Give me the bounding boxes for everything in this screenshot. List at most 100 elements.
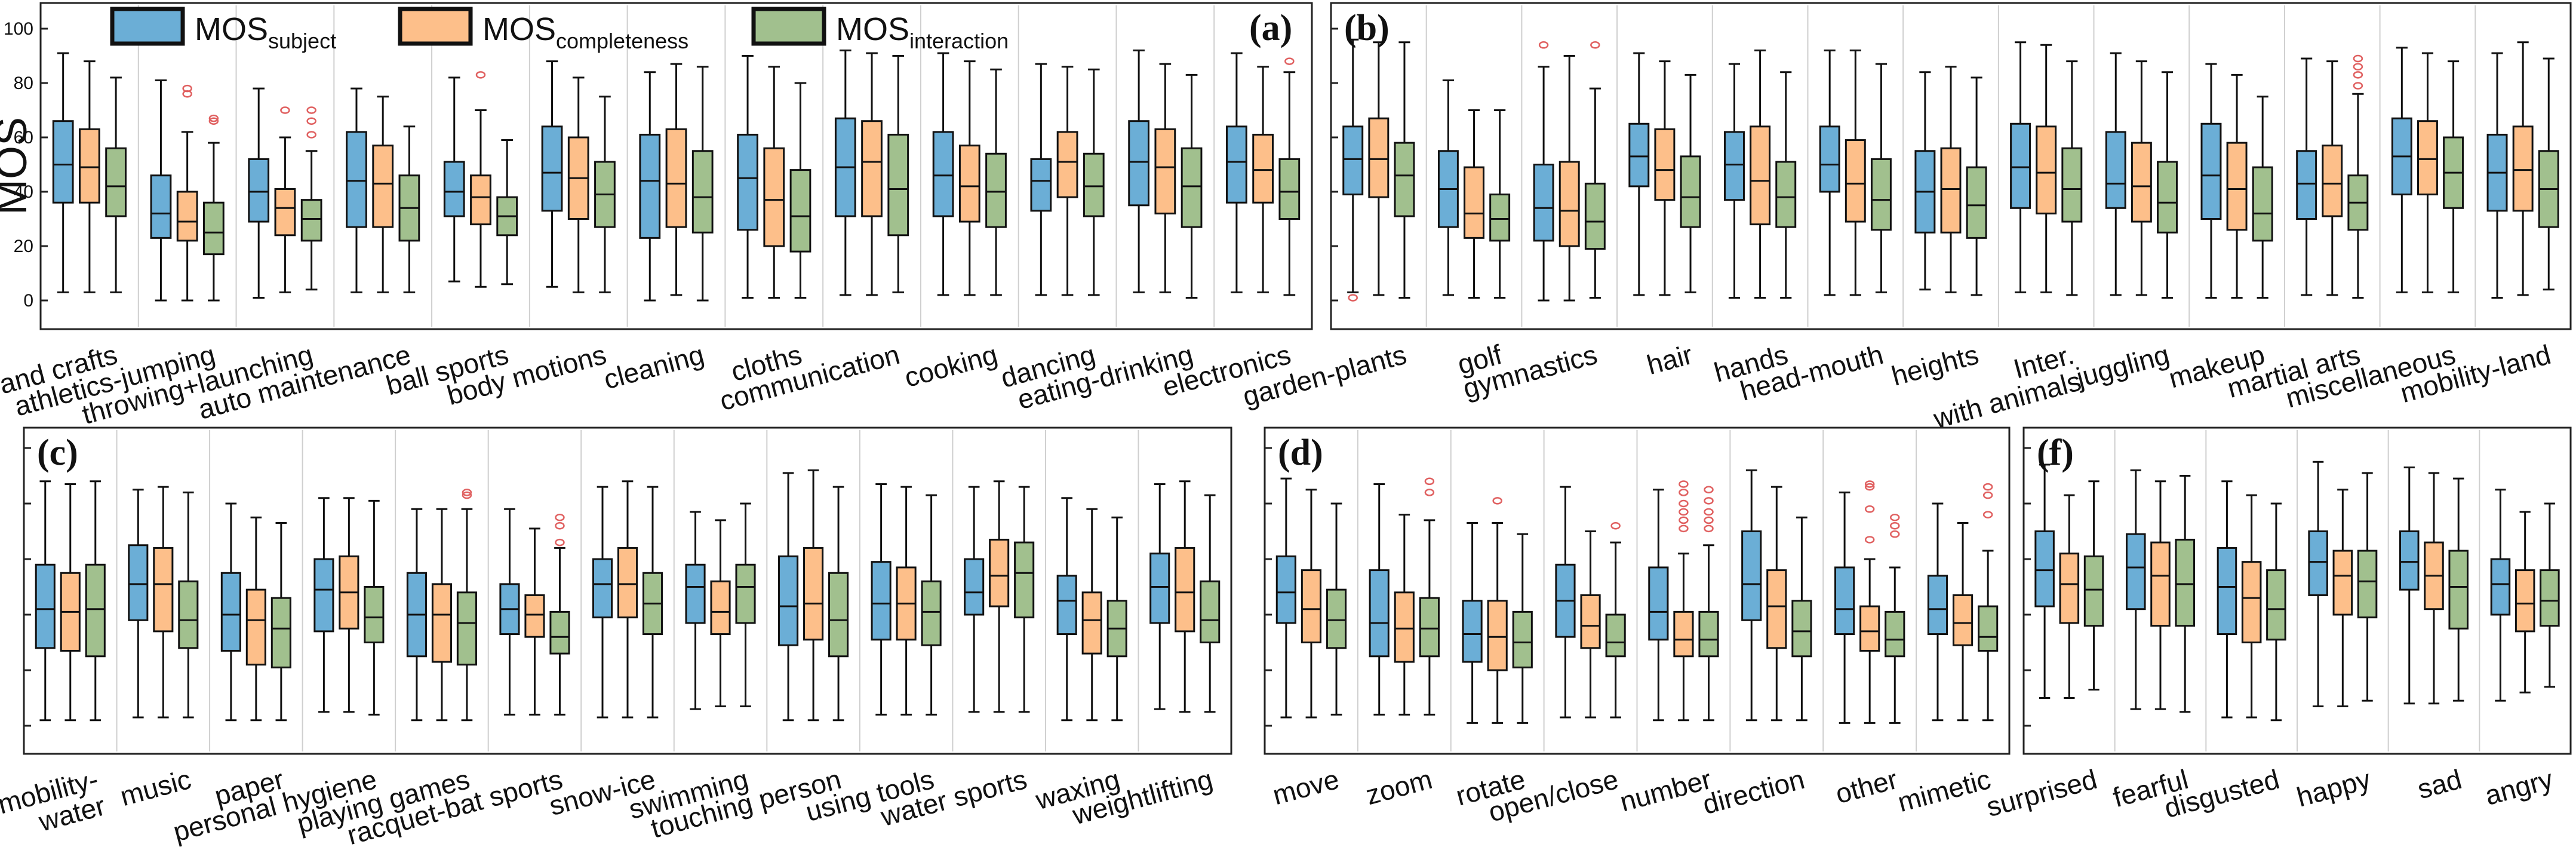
box-interaction — [85, 480, 106, 722]
legend-label-base: MOS — [482, 11, 556, 47]
box-interaction — [1698, 486, 1719, 722]
box-completeness — [1859, 480, 1880, 724]
panel-label: (d) — [1278, 432, 1323, 473]
box-completeness — [372, 96, 394, 293]
outlier-point — [306, 117, 316, 125]
box-completeness — [1845, 49, 1866, 296]
y-axis-label: MOS — [0, 117, 36, 215]
category-label: direction — [1699, 763, 1807, 820]
box-interaction — [1584, 41, 1606, 299]
iqr-box — [2157, 161, 2178, 234]
iqr-box — [364, 586, 385, 643]
box-completeness — [1175, 480, 1195, 713]
box-subject — [1555, 486, 1576, 719]
outlier-point — [1704, 524, 1714, 533]
category-label-line: juggling — [2072, 339, 2173, 394]
iqr-box — [1326, 588, 1347, 649]
iqr-box — [1175, 547, 1195, 633]
category-label-line: heights — [1888, 339, 1982, 392]
iqr-box — [1940, 147, 1962, 234]
box-subject — [871, 483, 892, 716]
category-surprised: surprised — [1983, 464, 2104, 823]
legend-label-sub: completeness — [556, 29, 688, 53]
category-angry: angry — [2482, 489, 2560, 811]
category-label-line: zoom — [1363, 763, 1435, 811]
box-interaction — [2357, 472, 2378, 702]
box-subject — [1056, 497, 1077, 722]
outlier-point — [555, 538, 565, 547]
category-paper: paper — [211, 502, 291, 812]
outlier-point — [2353, 54, 2363, 63]
iqr-box — [1149, 553, 1170, 624]
box-subject — [1648, 489, 1669, 722]
box-subject — [346, 87, 367, 293]
category-label: mimetic — [1895, 763, 1994, 818]
iqr-box — [665, 128, 687, 228]
legend-label: MOSsubject — [195, 11, 336, 53]
iqr-box — [274, 188, 296, 237]
iqr-box — [2036, 125, 2057, 214]
box-completeness — [567, 76, 589, 293]
iqr-box — [2150, 541, 2171, 627]
box-completeness — [1654, 60, 1676, 296]
iqr-box — [1394, 142, 1415, 217]
iqr-box — [1766, 569, 1787, 649]
box-completeness — [1368, 41, 1390, 296]
iqr-box — [685, 563, 706, 624]
box-subject — [541, 60, 563, 288]
outlier-point — [1864, 536, 1875, 544]
box-completeness — [2241, 494, 2262, 719]
category-golf: golf — [1437, 79, 1511, 380]
box-subject — [2010, 41, 2031, 293]
category-mobility-water: mobility-water — [0, 480, 109, 837]
category-label-line: direction — [1699, 763, 1807, 820]
outlier-point — [1704, 516, 1714, 524]
box-interaction — [1106, 516, 1127, 722]
category-label-line: angry — [2482, 763, 2556, 811]
iqr-box — [1533, 164, 1554, 242]
iqr-box — [1834, 566, 1855, 636]
category-number: number — [1616, 480, 1719, 818]
outlier-point — [1590, 41, 1600, 49]
box-completeness — [1252, 66, 1274, 293]
iqr-box — [2322, 145, 2343, 217]
box-subject — [1342, 38, 1364, 302]
iqr-box — [431, 583, 452, 663]
legend-label-base: MOS — [836, 11, 909, 47]
box-subject — [1369, 483, 1390, 716]
outlier-point — [182, 84, 192, 93]
outlier-point — [1890, 521, 1900, 530]
box-subject — [592, 486, 613, 719]
category-cooking: cooking — [901, 52, 1007, 393]
iqr-box — [85, 563, 106, 658]
iqr-box — [710, 580, 731, 636]
box-subject — [1724, 63, 1745, 299]
box-interaction — [2083, 480, 2104, 691]
category-juggling: juggling — [2072, 52, 2178, 394]
box-subject — [35, 480, 56, 722]
box-subject — [2200, 63, 2222, 299]
outlier-point — [1679, 499, 1689, 508]
box-interaction — [2443, 60, 2464, 293]
box-completeness — [1673, 480, 1694, 722]
category-label-line: move — [1269, 763, 1342, 811]
iqr-box — [592, 558, 613, 619]
box-subject — [737, 55, 758, 299]
box-subject — [2308, 461, 2328, 707]
box-subject — [685, 511, 706, 710]
box-completeness — [2322, 60, 2343, 296]
category-label: juggling — [2072, 339, 2173, 394]
category-label: sad — [2414, 763, 2465, 805]
box-completeness — [1952, 522, 1974, 722]
box-completeness — [470, 71, 491, 288]
box-interaction — [1083, 68, 1105, 296]
iqr-box — [1368, 117, 1390, 198]
iqr-box — [2252, 166, 2273, 242]
box-completeness — [710, 519, 731, 707]
iqr-box — [1605, 613, 1626, 658]
box-subject — [2399, 467, 2420, 705]
panel-frame — [2022, 426, 2572, 755]
iqr-box — [150, 174, 172, 239]
category-sad: sad — [2399, 467, 2469, 805]
